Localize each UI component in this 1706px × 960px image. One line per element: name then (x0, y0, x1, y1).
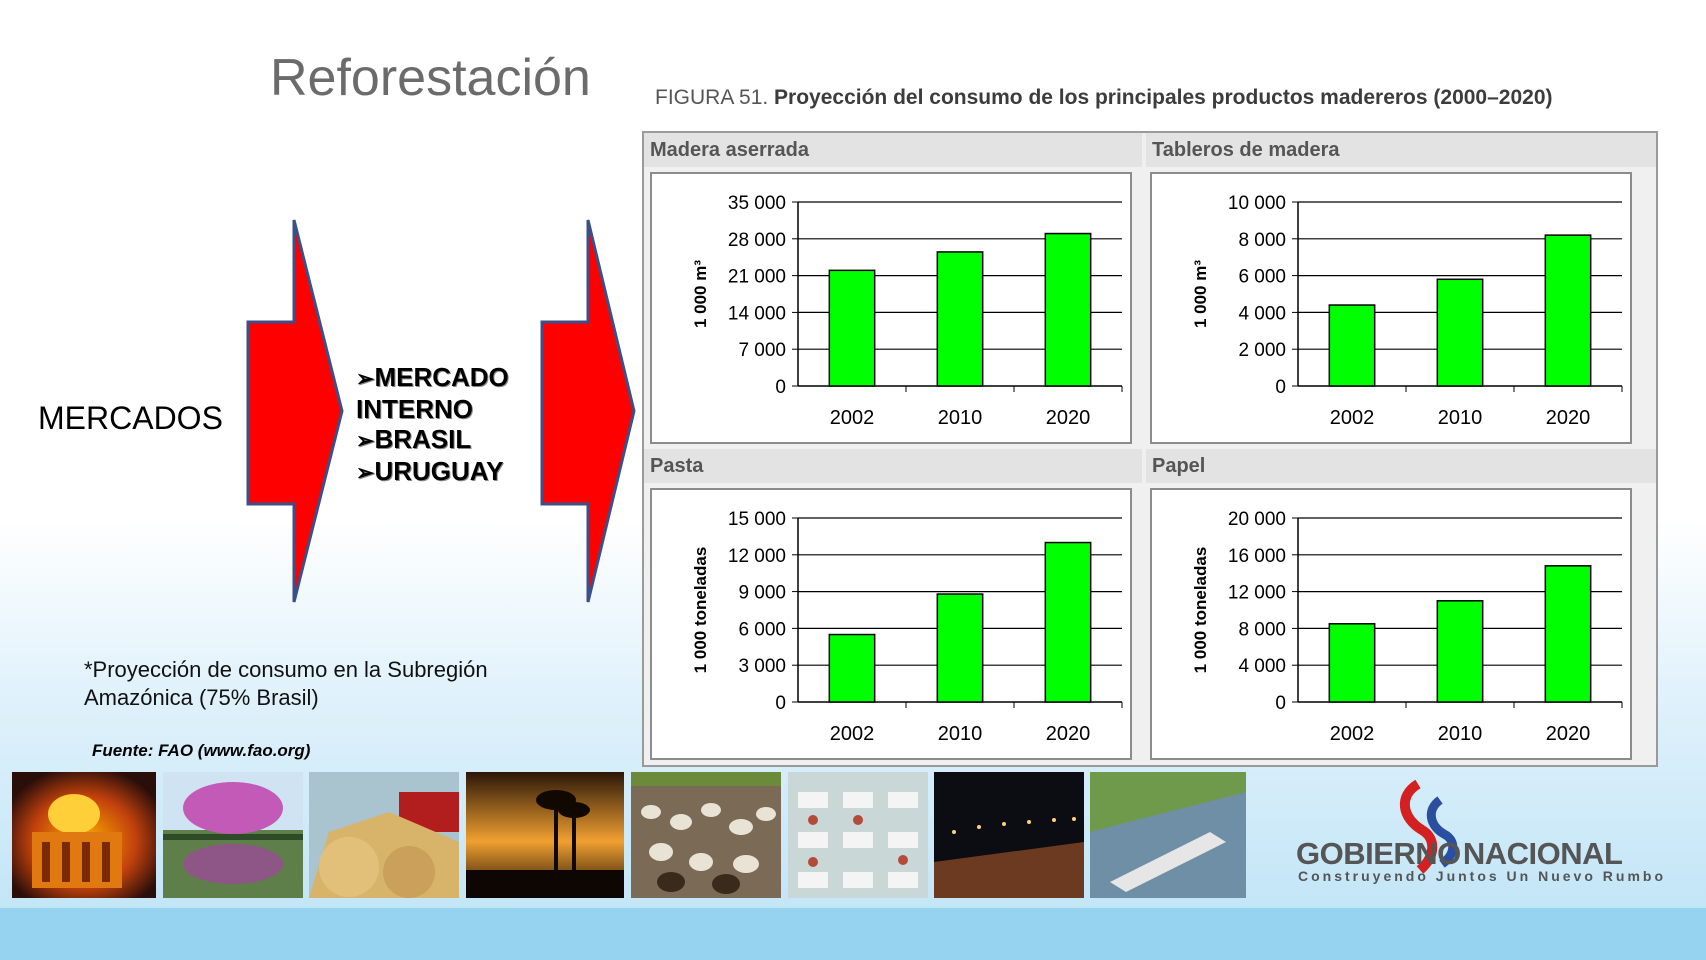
gobierno-nacional-logo-mark (1399, 779, 1458, 874)
y-tick-label: 6 000 (738, 619, 786, 640)
bar-2002 (828, 269, 876, 387)
bar-2020 (1544, 234, 1592, 387)
y-axis-label: 1 000 toneladas (1191, 547, 1210, 674)
arrow-bullet-icon: ➢ (356, 428, 375, 453)
bar-2010 (936, 251, 984, 387)
logo-tagline: Construyendo Juntos Un Nuevo Rumbo (1298, 868, 1666, 884)
palm-sunset-photo (466, 772, 624, 898)
y-axis-label: 1 000 m³ (1191, 260, 1210, 328)
source-citation: Fuente: FAO (www.fao.org) (92, 741, 311, 760)
figure-title: Proyección del consumo de los principale… (774, 86, 1553, 109)
y-tick-label: 0 (775, 693, 786, 714)
chart-frame: 0 7 000 14 000 21 000 28 000 35 000 1 000 m³ 20… (650, 172, 1132, 444)
bar-2002 (1328, 623, 1376, 703)
mercados-label: MERCADOS (38, 400, 223, 436)
y-tick-label: 10 000 (1228, 193, 1286, 214)
bar-2020 (1544, 565, 1592, 703)
bar-2002 (828, 633, 876, 703)
x-tick-label: 2010 (1438, 407, 1483, 429)
y-tick-label: 8 000 (1238, 619, 1286, 640)
bar-chart: 0 2 000 4 000 6 000 8 000 10 000 1 000 m³ 2002 2… (1191, 193, 1623, 429)
y-tick-label: 12 000 (1228, 583, 1286, 604)
y-axis-label: 1 000 toneladas (691, 547, 710, 674)
y-tick-label: 2 000 (1238, 340, 1286, 361)
chart-frame: 0 3 000 6 000 9 000 12 000 15 000 1 000 tonela… (650, 488, 1132, 760)
chart-title: Pasta (650, 455, 704, 477)
bar-2020 (1044, 232, 1092, 387)
x-tick-label: 2020 (1046, 407, 1091, 429)
chart-header (644, 449, 1142, 483)
x-tick-label: 2020 (1546, 407, 1591, 429)
x-tick-label: 2002 (830, 723, 875, 745)
logo-wordmark: GOBIERNO NACIONAL (1296, 836, 1623, 871)
bullet-item-mercado: ➢MERCADO (356, 362, 509, 392)
left-arrow-shape (246, 219, 344, 603)
x-tick-label: 2010 (938, 723, 983, 745)
y-tick-label: 0 (1275, 377, 1286, 398)
bar-2010 (1436, 278, 1484, 387)
projection-note: *Proyección de consumo en la Subregión A… (84, 657, 488, 710)
bullet-item-uruguay: ➢URUGUAY (356, 456, 504, 486)
y-tick-label: 7 000 (738, 340, 786, 361)
bullet-item-interno: INTERNO (356, 394, 473, 424)
chart-header (1146, 133, 1656, 167)
y-tick-label: 14 000 (728, 303, 786, 324)
chart-frame: 0 4 000 8 000 12 000 16 000 20 000 1 000 tonel… (1150, 488, 1632, 760)
y-tick-label: 4 000 (1238, 656, 1286, 677)
soybean-harvest-photo (309, 772, 459, 898)
right-arrow-shape (540, 219, 636, 603)
slide-title: Reforestación (270, 49, 591, 107)
bar-chart: 0 7 000 14 000 21 000 28 000 35 000 1 000 m³ 20… (691, 193, 1123, 429)
photo-strip (12, 772, 1246, 898)
bullet-item-brasil: ➢BRASIL (356, 424, 472, 454)
y-tick-label: 8 000 (1238, 230, 1286, 251)
x-tick-label: 2010 (938, 407, 983, 429)
palace-photo (12, 772, 156, 898)
chart-title: Papel (1152, 455, 1206, 477)
y-tick-label: 9 000 (738, 583, 786, 604)
y-tick-label: 0 (775, 377, 786, 398)
river-barge-photo (1090, 772, 1246, 898)
x-tick-label: 2010 (1438, 723, 1483, 745)
bar-2010 (1436, 600, 1484, 703)
y-tick-label: 21 000 (728, 267, 786, 288)
y-tick-label: 12 000 (728, 546, 786, 567)
flowering-tree-photo (163, 772, 303, 898)
figure-caption: FIGURA 51. Proyección del consumo de los… (655, 86, 1553, 110)
bar-2002 (1328, 304, 1376, 387)
y-tick-label: 0 (1275, 693, 1286, 714)
figure-label: FIGURA 51. (655, 86, 769, 109)
x-tick-label: 2002 (1330, 407, 1375, 429)
y-axis-label: 1 000 m³ (691, 260, 710, 328)
y-tick-label: 15 000 (728, 509, 786, 530)
y-tick-label: 28 000 (728, 230, 786, 251)
y-tick-label: 4 000 (1238, 303, 1286, 324)
market-bullet-list: ➢MERCADO INTERNO ➢BRASIL ➢URUGUAY (356, 362, 509, 488)
y-tick-label: 6 000 (1238, 267, 1286, 288)
bar-chart: 0 3 000 6 000 9 000 12 000 15 000 1 000 tonela… (691, 509, 1123, 745)
chart-header (1146, 449, 1656, 483)
chart-title: Madera aserrada (650, 139, 809, 161)
cattle-herd-photo (631, 772, 781, 898)
chart-frame: 0 2 000 4 000 6 000 8 000 10 000 1 000 m³ 2002 2… (1150, 172, 1632, 444)
x-tick-label: 2002 (830, 407, 875, 429)
bar-2020 (1044, 541, 1092, 703)
x-tick-label: 2002 (1330, 723, 1375, 745)
chart-header (644, 133, 1142, 167)
bottom-band (0, 908, 1706, 960)
x-tick-label: 2020 (1046, 723, 1091, 745)
y-tick-label: 35 000 (728, 193, 786, 214)
x-tick-label: 2020 (1546, 723, 1591, 745)
bar-2010 (936, 593, 984, 703)
meat-processing-photo (788, 772, 928, 898)
arrow-bullet-icon: ➢ (356, 366, 375, 391)
bar-chart: 0 4 000 8 000 12 000 16 000 20 000 1 000 tonel… (1191, 509, 1623, 745)
night-port-photo (934, 772, 1084, 898)
arrow-bullet-icon: ➢ (356, 460, 375, 485)
chart-title: Tableros de madera (1152, 139, 1340, 161)
y-tick-label: 20 000 (1228, 509, 1286, 530)
y-tick-label: 3 000 (738, 656, 786, 677)
y-tick-label: 16 000 (1228, 546, 1286, 567)
